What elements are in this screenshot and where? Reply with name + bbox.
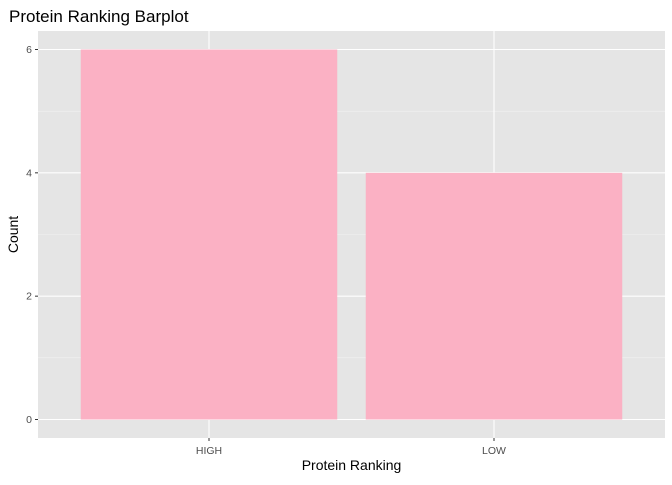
bar-low [365,172,623,420]
bar-layer [80,49,623,420]
chart-title: Protein Ranking Barplot [9,7,189,26]
bar-high [80,49,338,420]
y-axis-title: Count [5,216,21,253]
x-tick-label: LOW [482,445,506,457]
axis-layer: 0 2 4 6 HIGH LOW [26,44,506,457]
y-tick-label: 0 [26,414,32,426]
y-tick-label: 6 [26,44,32,56]
y-tick-label: 2 [26,291,32,303]
y-tick-label: 4 [26,167,32,179]
x-tick-label: HIGH [196,445,222,457]
x-axis-title: Protein Ranking [302,457,402,473]
